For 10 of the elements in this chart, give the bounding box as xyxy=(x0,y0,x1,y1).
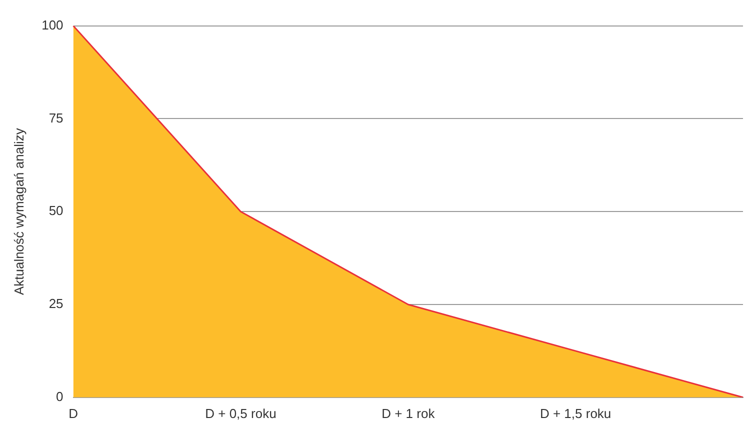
x-tick-label: D + 1 rok xyxy=(382,406,436,421)
x-tick-label: D + 1,5 roku xyxy=(540,406,612,421)
y-tick-label: 0 xyxy=(56,388,64,404)
x-tick-label: D xyxy=(68,406,78,421)
y-tick-label: 75 xyxy=(48,110,64,126)
x-tick-label: D + 0,5 roku xyxy=(205,406,276,421)
y-axis-title: Aktualność wymagań analizy xyxy=(11,128,26,296)
y-tick-label: 100 xyxy=(42,17,64,32)
y-tick-label: 50 xyxy=(48,203,64,218)
y-tick-label: 25 xyxy=(48,296,64,312)
